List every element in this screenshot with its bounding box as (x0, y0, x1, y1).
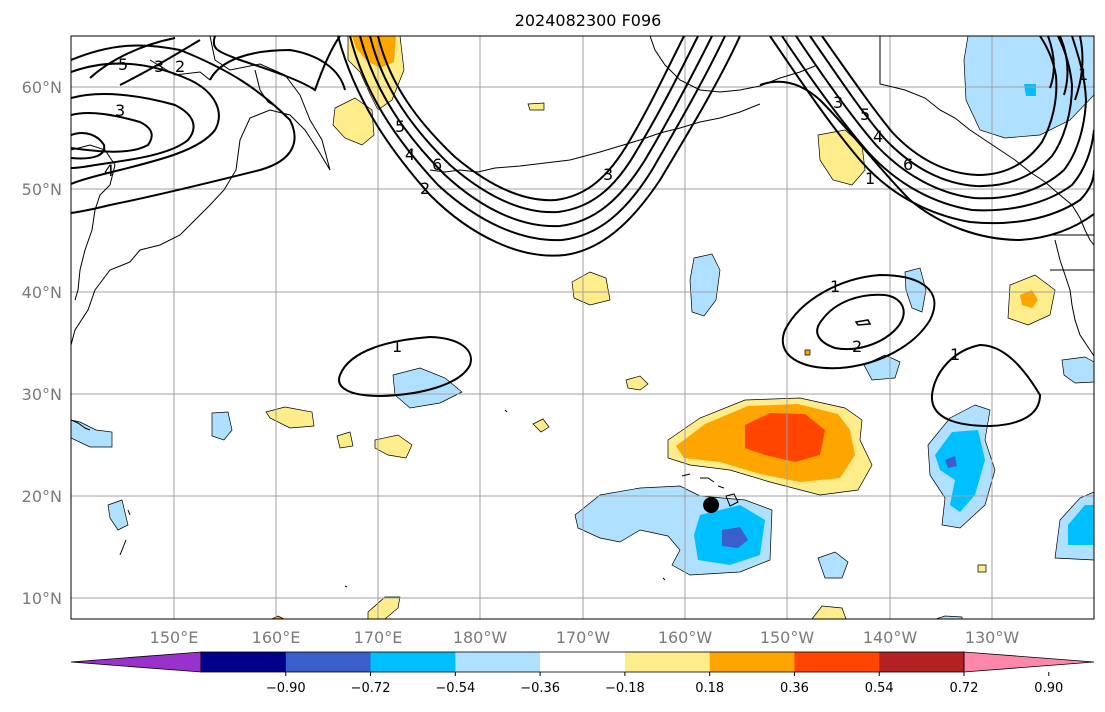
lat-label: 20°N (22, 487, 62, 506)
contour-label: 1 (1078, 65, 1088, 84)
colorbar-extend-min (70, 651, 202, 673)
lon-label: 170°W (556, 628, 611, 647)
contour-label: 6 (903, 155, 913, 174)
colorbar-tick-label: −0.72 (351, 681, 391, 696)
colorbar-tick-label: 0.72 (950, 681, 979, 696)
contour-label: 5 (395, 117, 405, 136)
contour-label: 4 (405, 145, 415, 164)
contour-label: 3 (833, 93, 843, 112)
contour-label: 1 (830, 277, 840, 296)
contour-label: 1 (865, 169, 875, 188)
contour-lines (71, 36, 1094, 428)
colorbar-tick-label: 0.18 (695, 681, 724, 696)
colorbar-tick-label: −0.54 (435, 681, 475, 696)
colorbar-extend-max (963, 651, 1095, 673)
colorbar-segment (624, 652, 711, 672)
colorbar-tick-label: −0.90 (266, 681, 306, 696)
grid-lines (71, 36, 1094, 619)
contour-label: 3 (603, 165, 613, 184)
contour-labels: 5 3 2 3 4 5 4 6 2 3 3 5 4 6 1 1 1 2 1 1 (104, 55, 1088, 364)
lon-label: 170°E (354, 628, 403, 647)
lat-label: 40°N (22, 283, 62, 302)
colorbar-segment (879, 652, 965, 672)
contour-label: 2 (420, 179, 430, 198)
contour-label: 2 (175, 57, 185, 76)
colorbar-tick-label: 0.90 (1034, 681, 1063, 696)
contour-label: 4 (873, 127, 883, 146)
longitude-labels: 150°E 160°E 170°E 180°W 170°W 160°W 150°… (150, 628, 1020, 647)
colorbar-segment (285, 652, 372, 672)
colorbar: −0.90 −0.72 −0.54 −0.36 −0.18 0.18 0.36 0.54 0.7… (70, 651, 1095, 696)
colorbar-frame (200, 651, 965, 673)
colorbar-segment (794, 652, 880, 672)
contour-label: 3 (154, 57, 164, 76)
lon-label: 150°W (760, 628, 815, 647)
contour-label: 5 (860, 105, 870, 124)
location-marker (703, 497, 720, 513)
colorbar-segment (540, 652, 626, 672)
colorbar-segment (370, 652, 456, 672)
lon-label: 180°W (453, 628, 508, 647)
lon-label: 150°E (150, 628, 199, 647)
contour-label: 5 (118, 55, 128, 74)
colorbar-tick-label: −0.18 (605, 681, 645, 696)
latitude-labels: 60°N 50°N 40°N 30°N 20°N 10°N (22, 78, 62, 608)
map-title: 2024082300 F096 (515, 11, 662, 30)
lat-label: 30°N (22, 385, 62, 404)
anomaly-shading (71, 36, 1094, 619)
contour-label: 1 (950, 345, 960, 364)
contour-label: 1 (392, 337, 402, 356)
colorbar-segment (201, 652, 287, 672)
colorbar-tick-label: 0.36 (780, 681, 809, 696)
colorbar-tick-label: −0.36 (520, 681, 560, 696)
lon-label: 140°W (863, 628, 918, 647)
contour-label: 2 (852, 337, 862, 356)
lon-label: 160°W (658, 628, 713, 647)
coastlines (71, 36, 1094, 588)
contour-label: 3 (115, 101, 125, 120)
colorbar-segment (455, 652, 541, 672)
contour-label: 4 (104, 161, 114, 180)
lon-label: 160°E (252, 628, 301, 647)
lat-label: 50°N (22, 180, 62, 199)
lat-label: 60°N (22, 78, 62, 97)
colorbar-segment (709, 652, 795, 672)
map-frame (70, 35, 1095, 620)
lon-label: 130°W (965, 628, 1020, 647)
colorbar-tick-label: 0.54 (865, 681, 894, 696)
contour-label: 6 (432, 155, 442, 174)
lat-label: 10°N (22, 589, 62, 608)
